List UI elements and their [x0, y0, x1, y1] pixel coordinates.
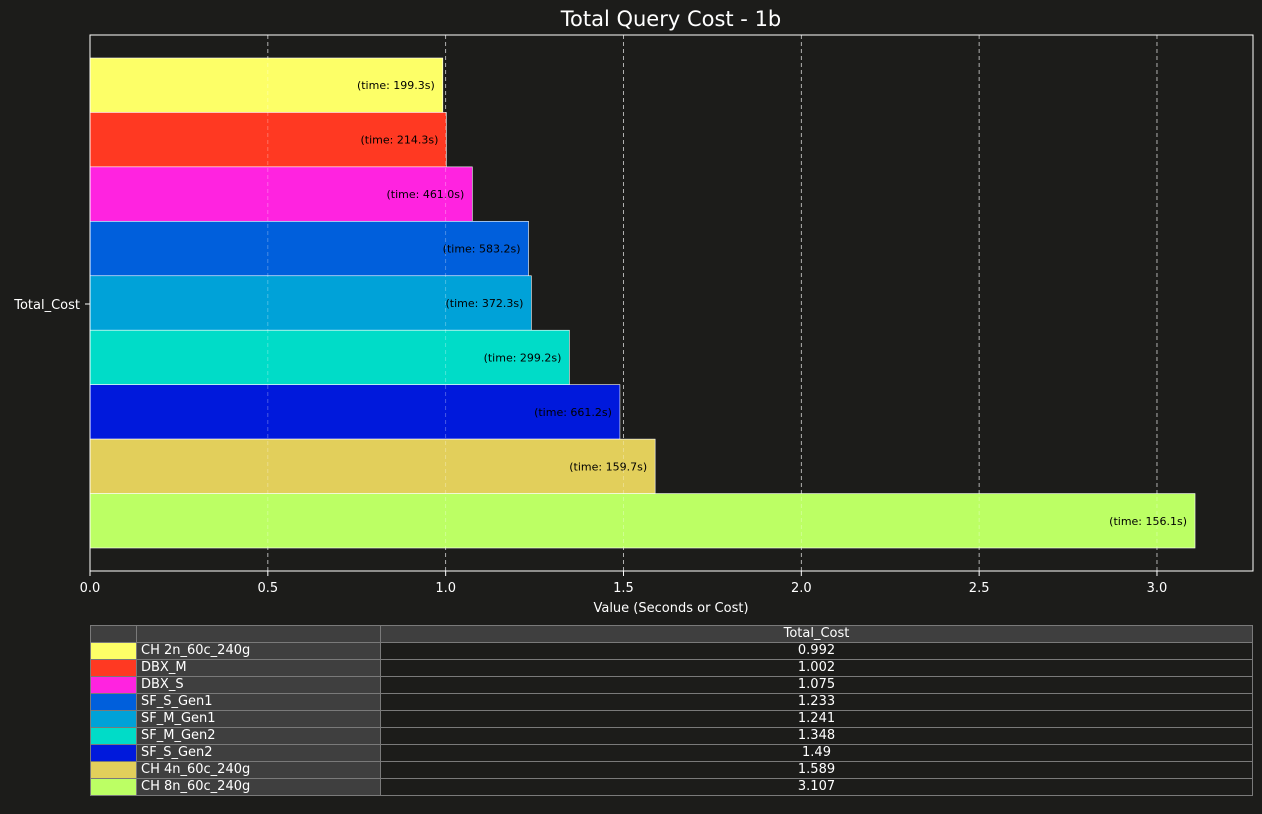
- bar-chart: Total Query Cost - 1b (time: 199.3s)(tim…: [13, 7, 1254, 616]
- bar: [89, 112, 447, 168]
- row-value: 1.233: [380, 693, 1253, 711]
- row-label: DBX_M: [136, 659, 381, 677]
- bar-time-label: (time: 372.3s): [446, 297, 524, 310]
- bar: [89, 275, 532, 331]
- color-swatch: [90, 693, 137, 711]
- row-value: 3.107: [380, 778, 1253, 796]
- table-row: SF_M_Gen2 1.348: [90, 727, 1253, 745]
- bar-time-label: (time: 661.2s): [534, 406, 612, 419]
- row-label: CH 8n_60c_240g: [136, 778, 381, 796]
- row-label: SF_S_Gen1: [136, 693, 381, 711]
- x-tick-label: 1.0: [435, 581, 456, 596]
- row-label: SF_M_Gen1: [136, 710, 381, 728]
- bar: [89, 438, 656, 494]
- table-row: CH 2n_60c_240g 0.992: [90, 642, 1253, 660]
- bar: [89, 384, 621, 440]
- x-tick-label: 2.5: [969, 581, 990, 596]
- bar-time-label: (time: 159.7s): [569, 460, 647, 473]
- data-table: Total_Cost CH 2n_60c_240g 0.992 DBX_M 1.002…: [90, 625, 1253, 796]
- table-row: SF_M_Gen1 1.241: [90, 710, 1253, 728]
- bar: [89, 493, 1196, 549]
- table-row: CH 4n_60c_240g 1.589: [90, 761, 1253, 779]
- x-axis-ticks: 0.0 0.5 1.0 1.5 2.0 2.5 3.0: [80, 571, 1168, 596]
- bar: [89, 221, 529, 277]
- bar-time-label: (time: 156.1s): [1109, 515, 1187, 528]
- plot-frame: [89, 34, 1254, 572]
- table-header-row: Total_Cost: [90, 625, 1253, 643]
- row-value: 1.348: [380, 727, 1253, 745]
- bar-time-label: (time: 214.3s): [361, 134, 439, 147]
- color-swatch: [90, 659, 137, 677]
- row-value: 1.002: [380, 659, 1253, 677]
- color-swatch: [90, 710, 137, 728]
- x-tick-label: 0.0: [80, 581, 101, 596]
- bar-time-label: (time: 199.3s): [357, 79, 435, 92]
- bar-time-label: (time: 461.0s): [386, 188, 464, 201]
- x-tick-label: 1.5: [613, 581, 634, 596]
- color-swatch: [90, 744, 137, 762]
- row-value: 1.589: [380, 761, 1253, 779]
- color-swatch: [90, 761, 137, 779]
- bars: (time: 199.3s) (time: 214.3s) (time: 461.0…: [89, 35, 1196, 571]
- row-value: 1.241: [380, 710, 1253, 728]
- color-swatch: [90, 727, 137, 745]
- color-swatch: [90, 676, 137, 694]
- x-tick-label: 3.0: [1147, 581, 1168, 596]
- chart-title: Total Query Cost - 1b: [560, 7, 782, 31]
- table-row: CH 8n_60c_240g 3.107: [90, 778, 1253, 796]
- table-header-swatch: [90, 625, 137, 643]
- x-tick-label: 0.5: [257, 581, 278, 596]
- x-axis-label: Value (Seconds or Cost): [593, 601, 748, 616]
- bar: [89, 329, 570, 385]
- table-header-name: [136, 625, 381, 643]
- color-swatch: [90, 642, 137, 660]
- row-label: SF_S_Gen2: [136, 744, 381, 762]
- bar-time-label: (time: 299.2s): [484, 351, 562, 364]
- table-row: DBX_M 1.002: [90, 659, 1253, 677]
- row-value: 1.075: [380, 676, 1253, 694]
- color-swatch: [90, 778, 137, 796]
- row-value: 0.992: [380, 642, 1253, 660]
- table-row: DBX_S 1.075: [90, 676, 1253, 694]
- row-value: 1.49: [380, 744, 1253, 762]
- y-category-label: Total_Cost: [13, 298, 80, 313]
- table-header-total-cost: Total_Cost: [380, 625, 1253, 643]
- row-label: CH 2n_60c_240g: [136, 642, 381, 660]
- row-label: SF_M_Gen2: [136, 727, 381, 745]
- row-label: DBX_S: [136, 676, 381, 694]
- table-row: SF_S_Gen1 1.233: [90, 693, 1253, 711]
- table-body: CH 2n_60c_240g 0.992 DBX_M 1.002 DBX_S 1.075 S…: [90, 642, 1253, 796]
- table-row: SF_S_Gen2 1.49: [90, 744, 1253, 762]
- bar-time-label: (time: 583.2s): [443, 243, 521, 256]
- row-label: CH 4n_60c_240g: [136, 761, 381, 779]
- x-tick-label: 2.0: [791, 581, 812, 596]
